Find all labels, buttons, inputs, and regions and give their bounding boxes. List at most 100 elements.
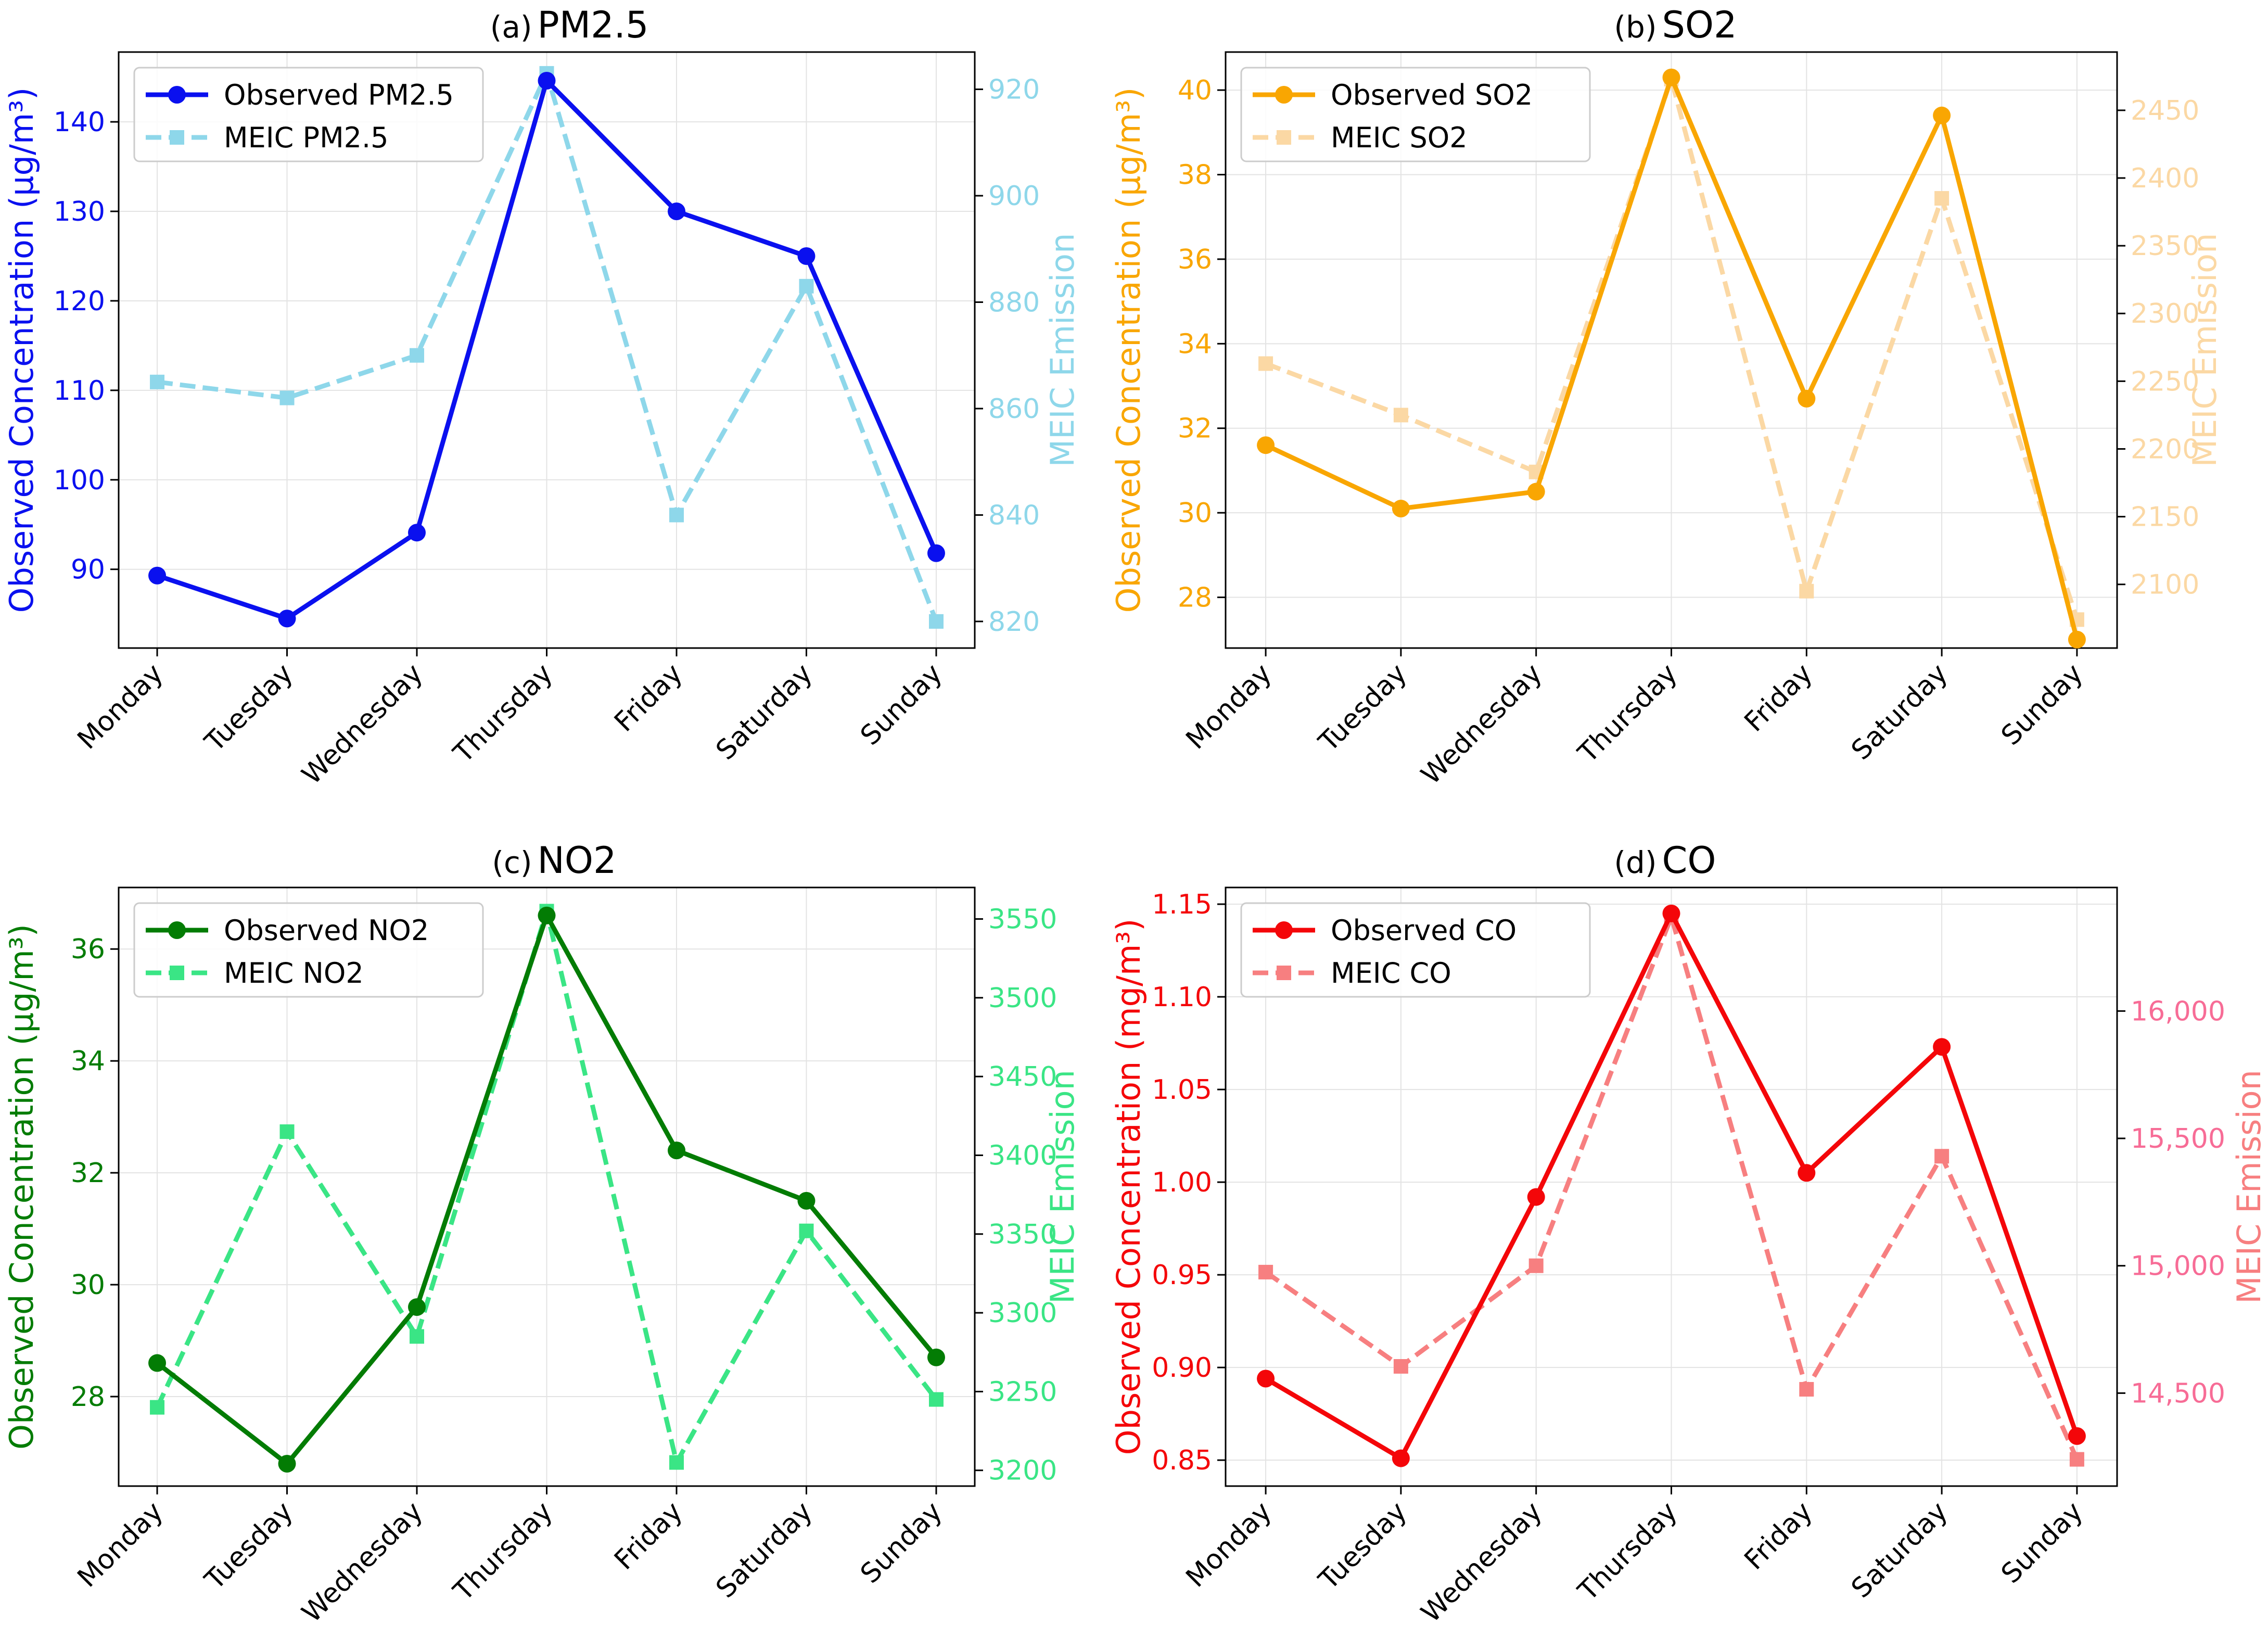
observed-data-point — [1662, 68, 1680, 86]
observed-data-point — [1392, 500, 1410, 518]
observed-data-point — [538, 72, 556, 90]
y-right-tick-label: 3450 — [988, 1061, 1057, 1093]
y-left-tick-label: 110 — [54, 375, 105, 407]
y-left-tick-label: 34 — [71, 1046, 105, 1077]
y-left-tick-label: 140 — [54, 107, 105, 138]
y-left-tick-label: 120 — [54, 286, 105, 317]
x-tick-label: Thursday — [448, 1496, 559, 1607]
observed-data-point — [1527, 483, 1545, 501]
meic-data-point — [1799, 584, 1814, 599]
x-tick-label: Saturday — [710, 658, 819, 766]
y-left-tick-label: 36 — [71, 934, 105, 965]
y-left-tick-label: 40 — [1178, 75, 1212, 106]
observed-data-point — [148, 566, 167, 585]
y-left-axis-label: Observed Concentration (μg/m³) — [1110, 87, 1148, 613]
y-left-tick-label: 0.85 — [1152, 1445, 1212, 1476]
y-right-tick-label: 3200 — [988, 1455, 1057, 1487]
legend-label: MEIC SO2 — [1331, 121, 1468, 154]
observed-data-point — [1798, 389, 1816, 408]
legend-label: Observed PM2.5 — [224, 79, 454, 111]
y-right-tick-label: 2150 — [2131, 502, 2199, 533]
meic-data-point — [150, 1400, 165, 1415]
x-tick-label: Saturday — [1845, 1496, 1954, 1604]
y-left-tick-label: 38 — [1178, 159, 1212, 191]
legend-swatch-marker — [1275, 921, 1293, 939]
x-tick-label: Wednesday — [296, 658, 429, 791]
meic-data-point — [1393, 1359, 1408, 1374]
legend-swatch-marker — [168, 921, 186, 939]
y-left-tick-label: 1.00 — [1152, 1167, 1212, 1198]
meic-data-point — [1934, 1149, 1950, 1164]
panel-title: NO2 — [538, 839, 617, 882]
x-tick-label: Sunday — [855, 1496, 948, 1590]
observed-data-point — [1392, 1449, 1410, 1467]
meic-data-point — [1799, 1382, 1814, 1397]
y-left-tick-label: 36 — [1178, 244, 1212, 275]
meic-data-point — [1934, 191, 1950, 206]
panel-co: Monday Tuesday Wednesday Thursday Friday Satu… — [1110, 839, 2268, 1629]
y-right-axis-label: MEIC Emission — [1043, 1070, 1081, 1304]
y-left-axis-label: Observed Concentration (μg/m³) — [3, 87, 41, 613]
y-left-tick-label: 100 — [54, 465, 105, 496]
x-tick-label: Sunday — [1995, 1496, 2089, 1590]
observed-data-point — [1257, 436, 1275, 454]
y-right-tick-label: 820 — [988, 606, 1040, 638]
x-tick-label: Wednesday — [1416, 658, 1548, 791]
panel-so2: Monday Tuesday Wednesday Thursday Friday Satu… — [1110, 4, 2224, 791]
observed-data-point — [1662, 904, 1680, 922]
x-tick-label: Wednesday — [296, 1496, 429, 1629]
panel-letter: (c) — [492, 845, 532, 880]
legend-box — [133, 902, 484, 998]
x-tick-label: Thursday — [448, 658, 559, 769]
meic-data-point — [1528, 1258, 1544, 1273]
y-left-tick-label: 0.95 — [1152, 1260, 1212, 1291]
y-right-tick-label: 3350 — [988, 1219, 1057, 1250]
y-right-tick-label: 2250 — [2131, 366, 2199, 397]
legend-swatch-marker — [1277, 966, 1291, 980]
panel-letter: (a) — [490, 9, 532, 45]
y-right-tick-label: 2100 — [2131, 569, 2199, 601]
meic-data-point — [1258, 356, 1273, 371]
y-right-tick-label: 2350 — [2131, 231, 2199, 262]
legend-swatch-marker — [1275, 86, 1293, 104]
y-left-tick-label: 1.10 — [1152, 982, 1212, 1013]
y-right-tick-label: 2400 — [2131, 163, 2199, 194]
y-left-tick-label: 0.90 — [1152, 1352, 1212, 1384]
x-tick-label: Tuesday — [199, 658, 299, 758]
y-left-tick-label: 90 — [71, 554, 105, 586]
meic-data-point — [279, 390, 295, 405]
x-tick-label: Monday — [72, 1496, 170, 1594]
meic-data-point — [410, 1329, 425, 1344]
legend-box — [1240, 67, 1591, 162]
y-right-tick-label: 3250 — [988, 1376, 1057, 1407]
y-right-tick-label: 860 — [988, 394, 1040, 425]
y-right-tick-label: 880 — [988, 287, 1040, 318]
y-left-tick-label: 30 — [71, 1270, 105, 1301]
legend-label: Observed CO — [1331, 914, 1517, 947]
panel-letter: (d) — [1614, 845, 1657, 880]
x-tick-label: Tuesday — [199, 1496, 299, 1596]
meic-data-point — [669, 1455, 684, 1470]
observed-data-point — [667, 202, 685, 221]
legend-swatch-marker — [170, 966, 184, 980]
legend-label: Observed NO2 — [224, 914, 429, 947]
x-tick-label: Tuesday — [1313, 1496, 1413, 1596]
y-left-axis-label: Observed Concentration (mg/m³) — [1110, 919, 1148, 1455]
x-tick-label: Saturday — [710, 1496, 819, 1604]
y-left-tick-label: 1.05 — [1152, 1074, 1212, 1106]
observed-data-point — [1527, 1188, 1545, 1206]
panel-title: CO — [1662, 839, 1716, 882]
legend-swatch-marker — [168, 86, 186, 104]
meic-data-point — [1393, 408, 1408, 423]
y-right-tick-label: 3550 — [988, 904, 1057, 935]
x-tick-label: Thursday — [1572, 1496, 1684, 1607]
legend-swatch-marker — [1277, 130, 1291, 145]
observed-data-point — [148, 1354, 167, 1372]
x-tick-label: Friday — [608, 658, 689, 738]
y-right-tick-label: 14,500 — [2131, 1378, 2225, 1409]
x-tick-label: Saturday — [1845, 658, 1954, 766]
legend-label: Observed SO2 — [1331, 79, 1533, 111]
legend-swatch-marker — [170, 130, 184, 145]
